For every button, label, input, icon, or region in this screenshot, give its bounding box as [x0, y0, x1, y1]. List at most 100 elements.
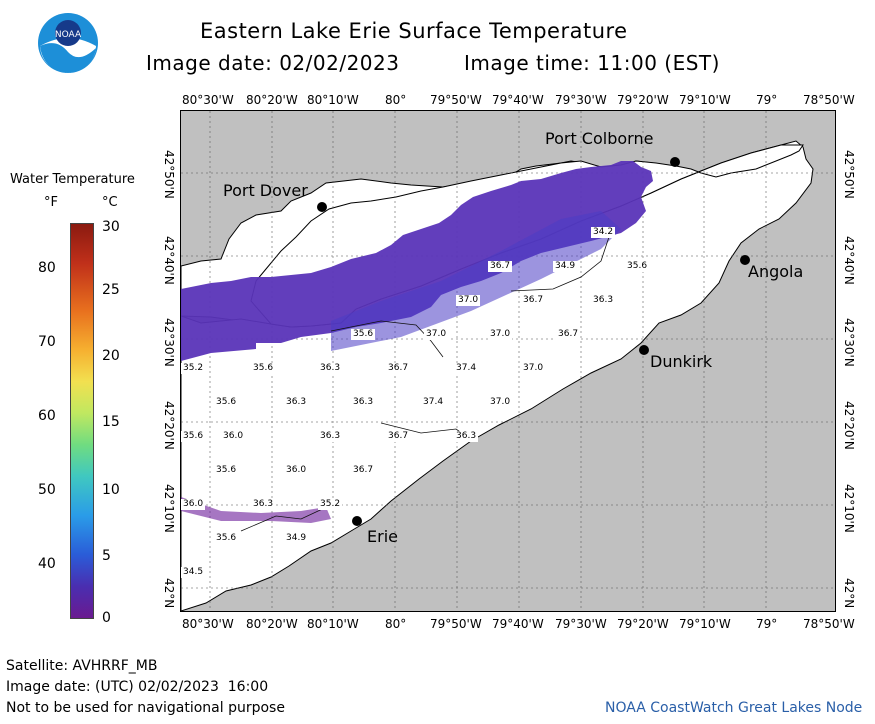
temperature-label: 34.9 — [553, 261, 578, 272]
temperature-label: 36.3 — [351, 397, 376, 408]
f-tick: 80 — [38, 260, 56, 276]
temperature-label: 36.0 — [284, 465, 309, 476]
temperature-label: 35.6 — [351, 329, 376, 340]
lat-tick-right: 42°30'N — [842, 318, 856, 367]
f-tick: 50 — [38, 482, 56, 498]
lon-tick-bottom: 79°50'W — [430, 617, 482, 631]
port-colborne-marker — [670, 157, 680, 167]
lat-tick-right: 42°20'N — [842, 401, 856, 450]
temperature-label: 37.4 — [421, 397, 446, 408]
temperature-label: 35.6 — [214, 533, 239, 544]
temperature-label: 37.0 — [521, 363, 546, 374]
lat-tick-right: 42°50'N — [842, 150, 856, 199]
satellite-label: Satellite: AVHRRF_MB — [6, 658, 158, 674]
logo-text: NOAA — [55, 30, 82, 40]
legend-title: Water Temperature — [10, 172, 135, 187]
temperature-label: 37.0 — [488, 397, 513, 408]
f-tick: 60 — [38, 408, 56, 424]
f-tick: 40 — [38, 556, 56, 572]
lon-tick-top: 79° — [756, 93, 778, 107]
lat-tick-right: 42°40'N — [842, 236, 856, 285]
lon-tick-bottom: 80°10'W — [307, 617, 359, 631]
temperature-label: 37.0 — [424, 329, 449, 340]
lat-tick-left: 42°10'N — [162, 484, 176, 533]
temperature-label: 34.2 — [591, 227, 616, 238]
temperature-label: 36.7 — [386, 363, 411, 374]
disclaimer: Not to be used for navigational purpose — [6, 700, 285, 716]
c-tick: 5 — [102, 548, 111, 564]
lon-tick-top: 79°50'W — [430, 93, 482, 107]
temperature-label: 36.3 — [251, 499, 276, 510]
temperature-label: 35.6 — [251, 363, 276, 374]
dunkirk-marker — [639, 345, 649, 355]
image-time: Image time: 11:00 (EST) — [464, 51, 720, 75]
temperature-label: 37.0 — [488, 329, 513, 340]
c-tick: 25 — [102, 282, 120, 298]
lat-tick-left: 42°50'N — [162, 150, 176, 199]
map-svg — [181, 111, 835, 611]
lon-tick-bottom: 79°10'W — [679, 617, 731, 631]
lon-tick-bottom: 79°40'W — [492, 617, 544, 631]
temperature-label: 36.3 — [284, 397, 309, 408]
temperature-label: 35.6 — [181, 431, 206, 442]
lat-tick-left: 42°20'N — [162, 401, 176, 450]
lon-tick-top: 78°50'W — [803, 93, 855, 107]
lon-tick-top: 79°30'W — [555, 93, 607, 107]
lon-tick-bottom: 78°50'W — [803, 617, 855, 631]
temperature-label: 37.4 — [454, 363, 479, 374]
credit: NOAA CoastWatch Great Lakes Node — [605, 700, 863, 716]
temperature-label: 36.3 — [454, 431, 479, 442]
temperature-field-inner — [331, 211, 621, 351]
c-tick: 0 — [102, 610, 111, 626]
legend-unit-f: °F — [44, 195, 58, 210]
lon-tick-top: 80° — [385, 93, 407, 107]
label-angola: Angola — [748, 262, 804, 281]
label-port-colborne: Port Colborne — [545, 129, 654, 148]
lat-tick-left: 42°N — [162, 578, 176, 609]
angola-marker — [740, 255, 750, 265]
label-port-dover: Port Dover — [223, 181, 308, 200]
lon-tick-top: 80°10'W — [307, 93, 359, 107]
c-tick: 20 — [102, 348, 120, 364]
c-tick: 10 — [102, 482, 120, 498]
lake-map: Port Colborne Port Dover Angola Dunkirk … — [180, 110, 836, 612]
temperature-label: 35.6 — [214, 465, 239, 476]
temperature-label: 37.0 — [456, 295, 481, 306]
lon-tick-bottom: 80°20'W — [246, 617, 298, 631]
lat-tick-left: 42°40'N — [162, 236, 176, 285]
temperature-label: 35.6 — [625, 261, 650, 272]
temperature-label: 35.2 — [181, 363, 206, 374]
temperature-label: 36.7 — [351, 465, 376, 476]
temperature-label: 36.7 — [556, 329, 581, 340]
temperature-label: 36.3 — [318, 363, 343, 374]
lon-tick-bottom: 79°30'W — [555, 617, 607, 631]
temperature-label: 36.7 — [521, 295, 546, 306]
lat-tick-left: 42°30'N — [162, 318, 176, 367]
temperature-label: 36.0 — [221, 431, 246, 442]
grid-lines — [181, 111, 835, 611]
lon-tick-top: 79°10'W — [679, 93, 731, 107]
temperature-label: 34.9 — [284, 533, 309, 544]
temperature-label: 36.7 — [386, 431, 411, 442]
lon-tick-top: 79°20'W — [617, 93, 669, 107]
temperature-label: 36.3 — [591, 295, 616, 306]
port-dover-marker — [317, 202, 327, 212]
c-tick: 30 — [102, 219, 120, 235]
temperature-field — [181, 161, 653, 361]
erie-marker — [352, 516, 362, 526]
temperature-label: 36.0 — [181, 499, 206, 510]
c-tick: 15 — [102, 414, 120, 430]
lon-tick-top: 80°30'W — [182, 93, 234, 107]
lat-tick-right: 42°10'N — [842, 484, 856, 533]
label-erie: Erie — [367, 527, 398, 546]
lat-tick-right: 42°N — [842, 578, 856, 609]
lon-tick-bottom: 79° — [756, 617, 778, 631]
temperature-label: 36.3 — [318, 431, 343, 442]
lon-tick-bottom: 79°20'W — [617, 617, 669, 631]
f-tick: 70 — [38, 334, 56, 350]
color-scale-bar — [70, 223, 94, 619]
page-title: Eastern Lake Erie Surface Temperature — [200, 19, 628, 43]
lon-tick-top: 80°20'W — [246, 93, 298, 107]
image-date: Image date: 02/02/2023 — [146, 51, 400, 75]
temperature-label: 35.2 — [318, 499, 343, 510]
